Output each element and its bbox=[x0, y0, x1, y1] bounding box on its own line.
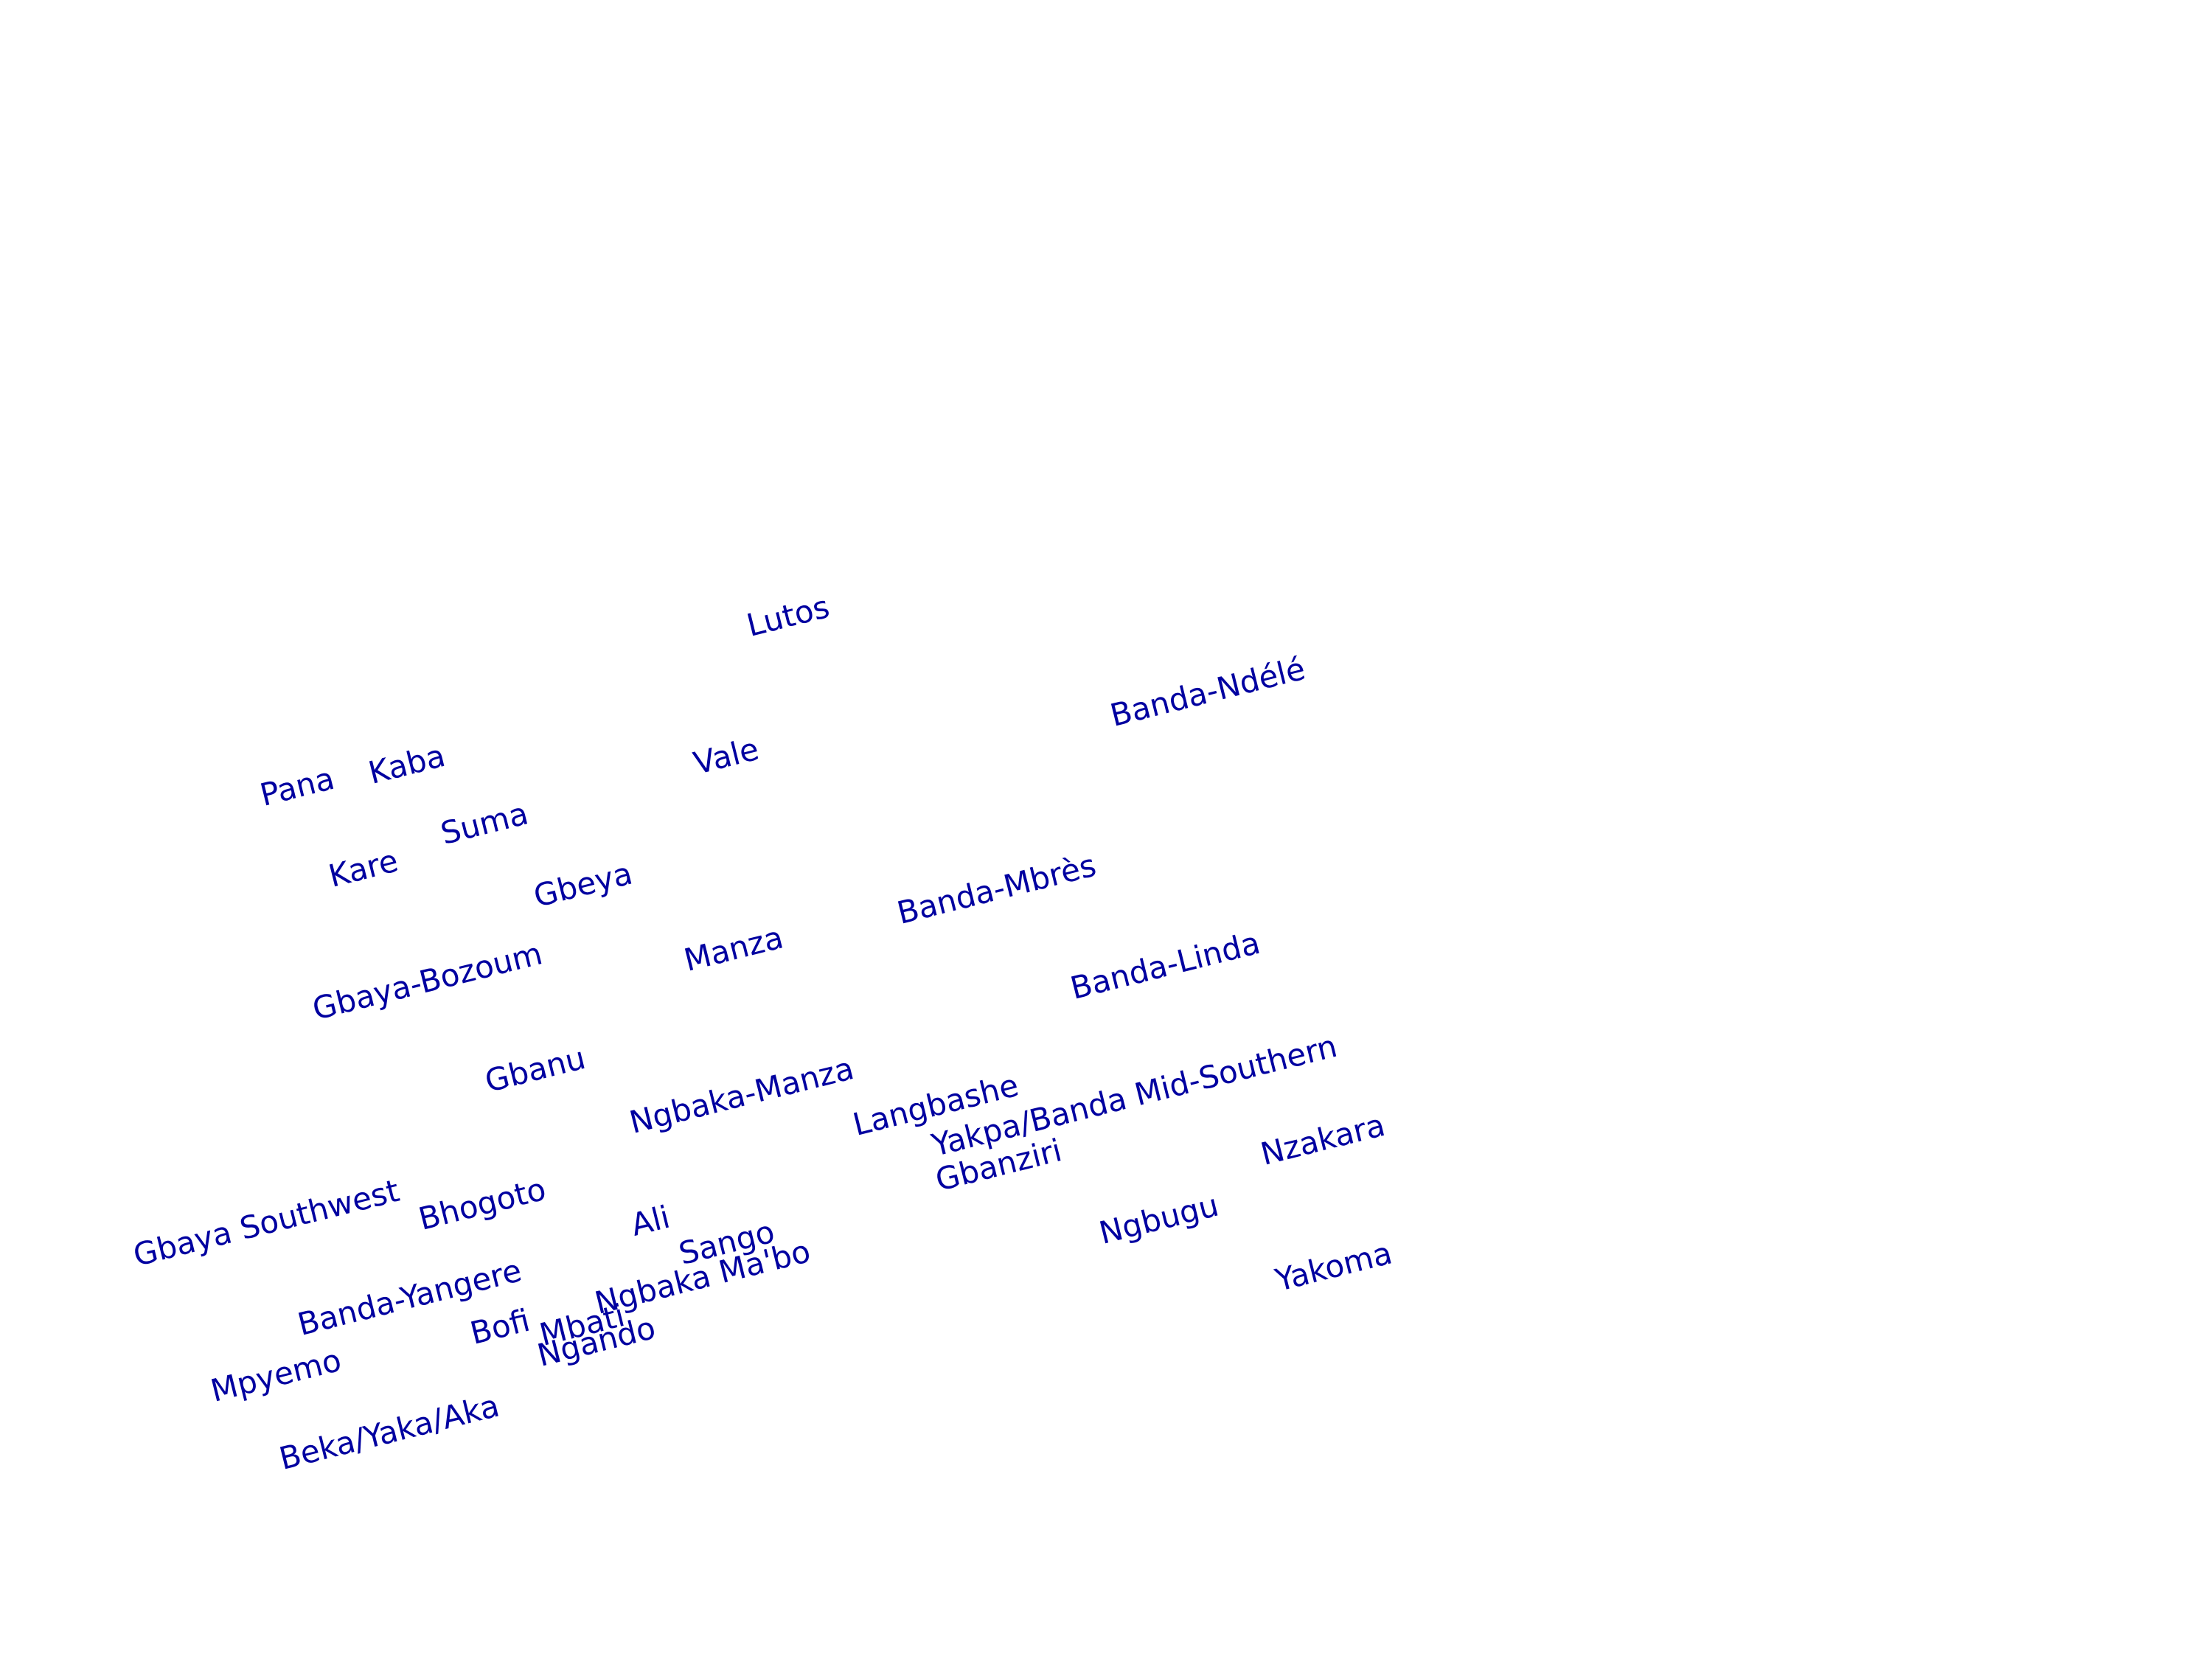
map-label-mpyemo: Mpyemo bbox=[206, 1341, 345, 1409]
map-label-bofi: Bofi bbox=[466, 1301, 534, 1352]
map-label-kare: Kare bbox=[324, 842, 402, 894]
map-label-gbeya: Gbeya bbox=[529, 855, 636, 914]
map-label-yakoma: Yakoma bbox=[1271, 1234, 1396, 1298]
map-label-bhogoto: Bhogoto bbox=[414, 1170, 550, 1237]
map-label-banda-mbres: Banda-Mbrès bbox=[893, 846, 1100, 931]
map-label-ngbugu: Ngbugu bbox=[1095, 1186, 1222, 1251]
map-label-nzakara: Nzakara bbox=[1256, 1106, 1389, 1172]
map-label-gbanu: Gbanu bbox=[481, 1039, 589, 1099]
map-label-ali: Ali bbox=[627, 1198, 674, 1243]
map-label-kaba: Kaba bbox=[364, 737, 449, 791]
map-label-manza: Manza bbox=[680, 919, 787, 978]
map-label-banda-linda: Banda-Linda bbox=[1066, 924, 1264, 1006]
map-label-beka-yaka-aka: Beka/Yaka/Aka bbox=[275, 1387, 503, 1477]
map-label-lutos: Lutos bbox=[742, 588, 833, 644]
map-label-gbaya-southwest: Gbaya Southwest bbox=[129, 1172, 403, 1273]
map-label-suma: Suma bbox=[437, 795, 532, 852]
map-label-gbaya-bozoum: Gbaya-Bozoum bbox=[308, 935, 546, 1027]
map-label-pana: Pana bbox=[256, 759, 338, 813]
map-label-ngbaka-manza: Ngbaka-Manza bbox=[625, 1050, 858, 1141]
map-label-vale: Vale bbox=[689, 730, 762, 782]
map-label-banda-ndele: Banda-Ndélé bbox=[1106, 650, 1309, 734]
